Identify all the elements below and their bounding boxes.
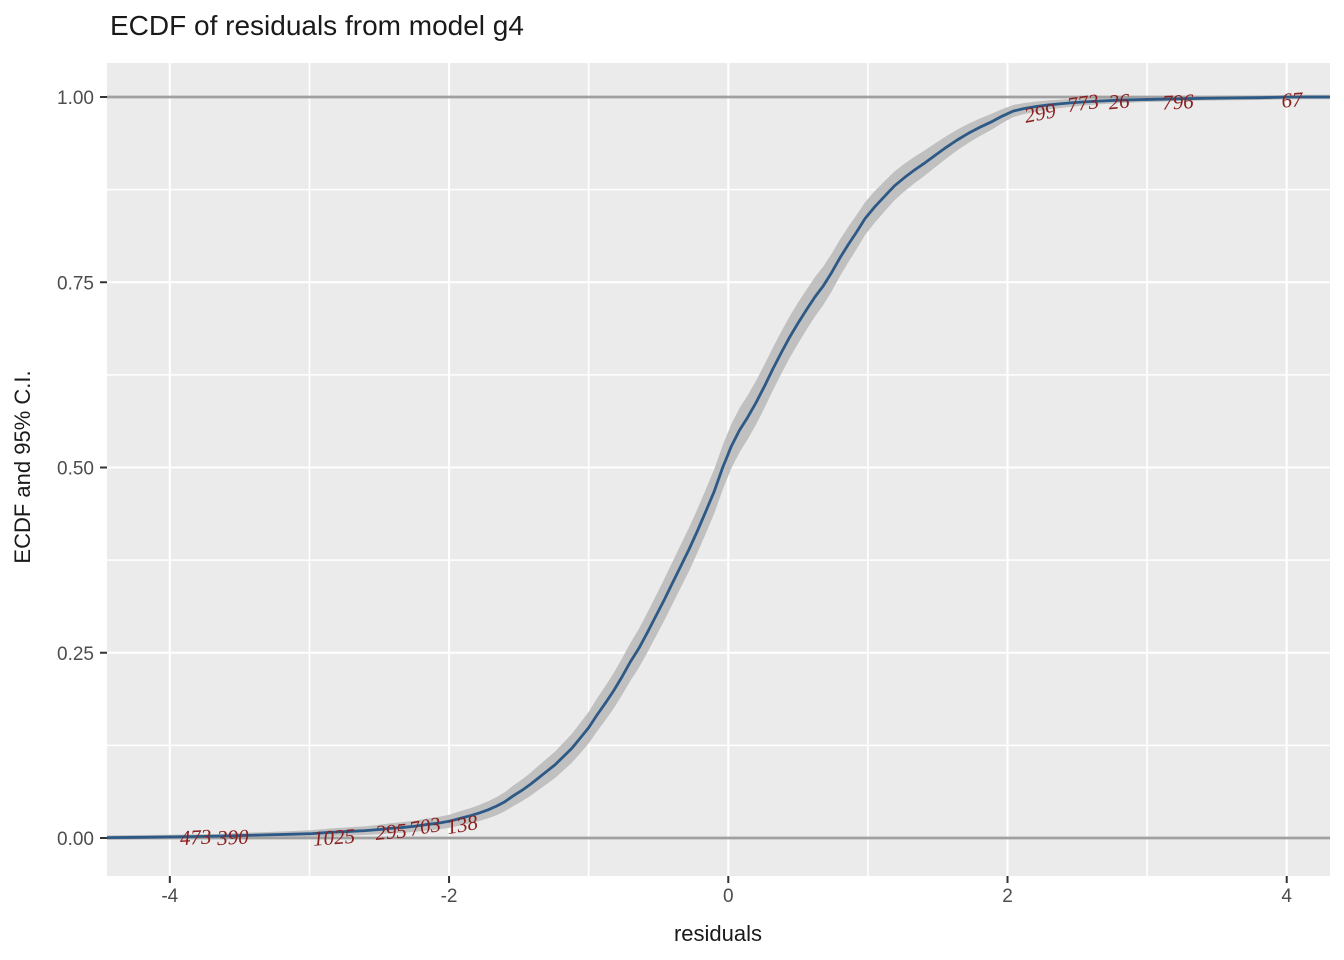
reference-lines xyxy=(107,95,1330,840)
x-axis-title: residuals xyxy=(674,921,762,946)
x-tick-label: -4 xyxy=(161,886,178,907)
outlier-label: 1025 xyxy=(312,824,356,851)
x-tick-label: 4 xyxy=(1281,886,1292,907)
outlier-label: 796 xyxy=(1162,89,1195,115)
outlier-label: 138 xyxy=(444,810,480,839)
outlier-label: 299 xyxy=(1022,98,1058,128)
y-tick-label: 0.25 xyxy=(57,644,94,665)
gridlines-minor xyxy=(107,63,1330,876)
outlier-label: 703 xyxy=(407,812,442,841)
y-tick-label: 1.00 xyxy=(57,88,94,109)
y-tick-label: 0.50 xyxy=(57,459,94,480)
x-tick-label: -2 xyxy=(441,886,458,907)
x-tick-label: 2 xyxy=(1002,886,1013,907)
x-tick-labels: -4 -2 0 2 4 xyxy=(161,886,1292,907)
x-tick-label: 0 xyxy=(723,886,734,907)
ecdf-line xyxy=(107,95,1330,839)
outlier-labels: 473 390 1025 295 703 138 299 773 26 796 67 xyxy=(179,87,1305,851)
outlier-label: 295 xyxy=(374,818,407,845)
y-tick-label: 0.75 xyxy=(57,273,94,294)
y-tick-labels: 0.00 0.25 0.50 0.75 1.00 xyxy=(57,88,94,850)
chart-title: ECDF of residuals from model g4 xyxy=(110,10,524,41)
outlier-label: 473 xyxy=(179,824,212,850)
outlier-label: 390 xyxy=(216,824,250,850)
outlier-label: 67 xyxy=(1281,87,1305,113)
axis-ticks xyxy=(100,96,1288,883)
y-tick-label: 0.00 xyxy=(57,829,94,850)
outlier-label: 773 xyxy=(1066,89,1101,117)
outlier-label: 26 xyxy=(1108,89,1132,115)
y-axis-title: ECDF and 95% C.I. xyxy=(10,370,35,563)
confidence-band xyxy=(107,94,1330,840)
